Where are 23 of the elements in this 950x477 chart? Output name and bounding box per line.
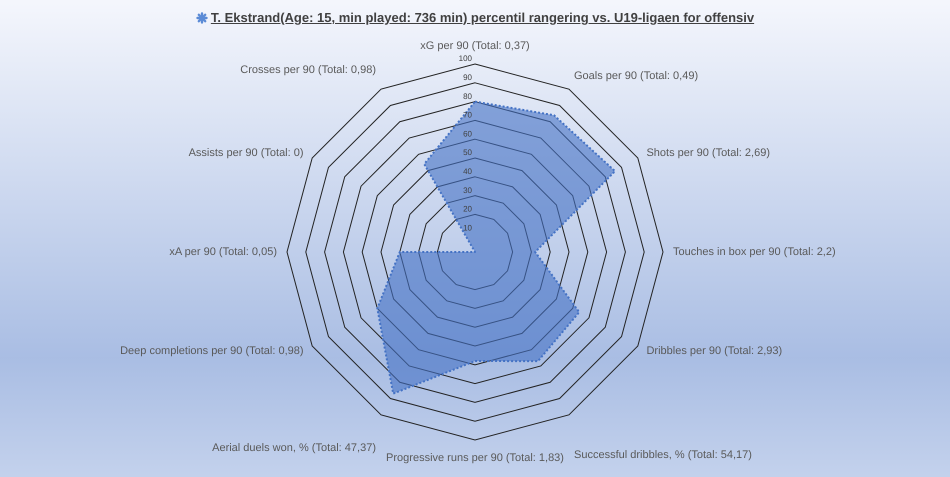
spoke-label: Aerial duels won, % (Total: 47,37) [212, 442, 376, 454]
spoke-label: xG per 90 (Total: 0,37) [420, 40, 530, 52]
spoke-label: Goals per 90 (Total: 0,49) [574, 70, 698, 82]
spoke-label: Assists per 90 (Total: 0) [188, 147, 304, 160]
y-tick-label: 70 [463, 110, 473, 120]
y-tick-label: 10 [463, 223, 473, 232]
spoke-label: Shots per 90 (Total: 2,69) [646, 147, 770, 160]
y-tick-label: 80 [463, 92, 473, 101]
spoke-label: Crosses per 90 (Total: 0,98) [240, 64, 376, 76]
y-tick-label: 30 [463, 186, 473, 195]
spoke-label: Dribbles per 90 (Total: 2,93) [646, 345, 782, 358]
y-tick-label: 100 [458, 54, 473, 64]
y-tick-label: 40 [463, 167, 473, 176]
spoke-label: Touches in box per 90 (Total: 2,2) [673, 246, 836, 258]
spoke-label: Successful dribbles, % (Total: 54,17) [574, 448, 752, 461]
y-tick-label: 20 [463, 204, 473, 214]
chart-title: T. Ekstrand(Age: 15, min played: 736 min) percentil rangering vs. U19-ligaen for offensiv [210, 10, 754, 25]
spoke-label: Deep completions per 90 (Total: 0,98) [120, 345, 304, 358]
y-tick-label: 90 [463, 73, 473, 82]
spoke-label: xA per 90 (Total: 0,05) [169, 246, 277, 258]
y-tick-label: 60 [463, 129, 473, 138]
spoke-label: Progressive runs per 90 (Total: 1,83) [386, 452, 564, 464]
y-tick-label: 50 [463, 148, 473, 158]
